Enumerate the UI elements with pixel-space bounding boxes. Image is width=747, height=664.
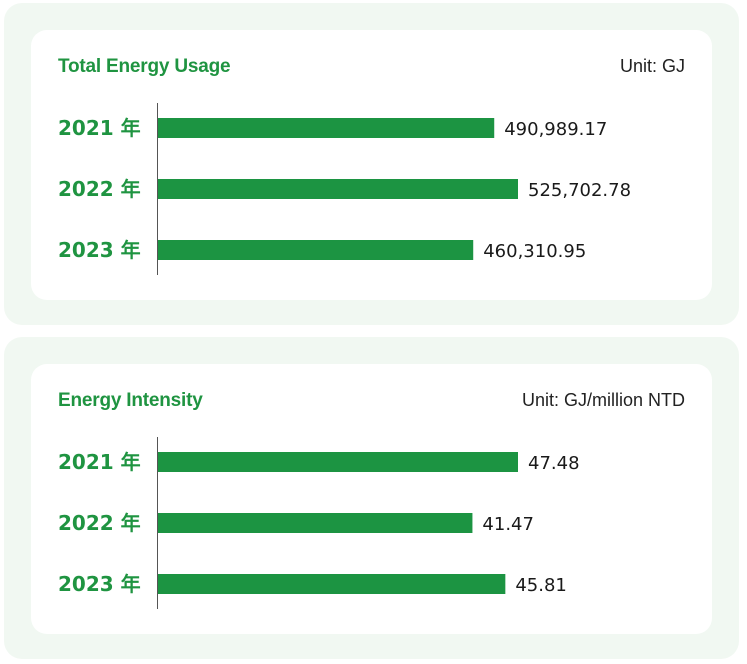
chart-title: Total Energy Usage	[58, 56, 231, 77]
category-label: 2022 年	[58, 177, 141, 201]
value-label: 41.47	[482, 514, 534, 535]
category-label: 2023 年	[58, 238, 141, 262]
chart-title: Energy Intensity	[58, 390, 203, 411]
value-label: 525,702.78	[528, 180, 631, 201]
bar	[158, 574, 506, 594]
energy-intensity-card: Energy Intensity Unit: GJ/million NTD 20…	[31, 364, 712, 634]
category-label: 2022 年	[58, 511, 141, 535]
category-label: 2021 年	[58, 450, 141, 474]
chart-unit: Unit: GJ	[619, 56, 685, 76]
value-label: 460,310.95	[483, 241, 586, 262]
energy-intensity-chart: 2021 年 47.48 2022 年 41.47 2023 年 45.81	[58, 437, 580, 609]
value-label: 47.48	[528, 453, 580, 474]
energy-intensity-panel: Energy Intensity Unit: GJ/million NTD 20…	[4, 337, 739, 659]
bar	[158, 118, 495, 138]
category-label: 2021 年	[58, 116, 141, 140]
bar	[158, 452, 518, 472]
value-label: 490,989.17	[504, 119, 607, 140]
value-label: 45.81	[515, 575, 567, 596]
energy-usage-card: Total Energy Usage Unit: GJ 2021 年 490,98…	[31, 30, 712, 300]
chart-unit: Unit: GJ/million NTD	[521, 390, 685, 410]
energy-usage-panel: Total Energy Usage Unit: GJ 2021 年 490,98…	[4, 3, 739, 325]
bar	[158, 179, 518, 199]
energy-usage-chart: 2021 年 490,989.17 2022 年 525,702.78 2023 年 46…	[58, 103, 631, 275]
bar	[158, 513, 473, 533]
category-label: 2023 年	[58, 572, 141, 596]
bar	[158, 240, 474, 260]
